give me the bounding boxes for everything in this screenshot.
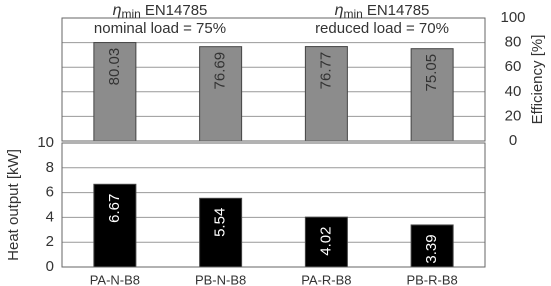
x-tick-label: PB-R-B8 <box>406 272 457 286</box>
y-tick-label: 0 <box>46 258 54 275</box>
value-label: 75.05 <box>423 54 440 92</box>
value-label: 3.39 <box>423 234 440 263</box>
y-tick-label: 8 <box>46 159 54 176</box>
symbol: η <box>113 2 122 19</box>
y-tick-label: 10 <box>37 134 54 151</box>
standard: EN14785 <box>367 2 430 19</box>
y-tick-label: 100 <box>500 9 525 26</box>
y-tick-label: 0 <box>509 132 517 149</box>
annotation-note: reduced load = 70% <box>315 20 449 37</box>
x-tick-label: PA-N-B8 <box>90 272 140 286</box>
value-label: 80.03 <box>106 48 123 86</box>
x-tick-label: PB-N-B8 <box>195 272 246 286</box>
bar <box>199 46 243 142</box>
subscript: min <box>343 7 362 21</box>
value-label: 6.67 <box>106 194 123 223</box>
bar <box>93 183 137 268</box>
plot-frame <box>61 142 486 268</box>
subscript: min <box>121 7 140 21</box>
x-tick-label: PA-R-B8 <box>301 272 351 286</box>
annotation-note: nominal load = 75% <box>94 20 226 37</box>
bar <box>199 197 243 268</box>
symbol: η <box>335 2 344 19</box>
value-label: 4.02 <box>317 227 334 256</box>
y-tick-label: 2 <box>46 233 54 250</box>
value-label: 5.54 <box>212 208 229 237</box>
y-tick-label: 6 <box>46 184 54 201</box>
y-tick-label: 60 <box>505 58 522 75</box>
y-tick-label: 20 <box>505 107 522 124</box>
value-label: 76.77 <box>317 52 334 90</box>
bar <box>410 48 454 142</box>
y-axis-label: Efficiency [%] <box>529 35 546 125</box>
standard: EN14785 <box>145 2 208 19</box>
annotation-title: ηmin EN14785 <box>113 2 208 21</box>
plot-frame <box>61 17 486 142</box>
annotation-title: ηmin EN14785 <box>335 2 430 21</box>
value-label: 76.69 <box>212 52 229 90</box>
bar <box>304 46 348 142</box>
bar <box>410 224 454 268</box>
y-axis-label: Heat output [kW] <box>5 149 22 261</box>
y-tick-label: 40 <box>505 83 522 100</box>
y-tick-label: 80 <box>505 34 522 51</box>
y-tick-label: 4 <box>46 208 54 225</box>
